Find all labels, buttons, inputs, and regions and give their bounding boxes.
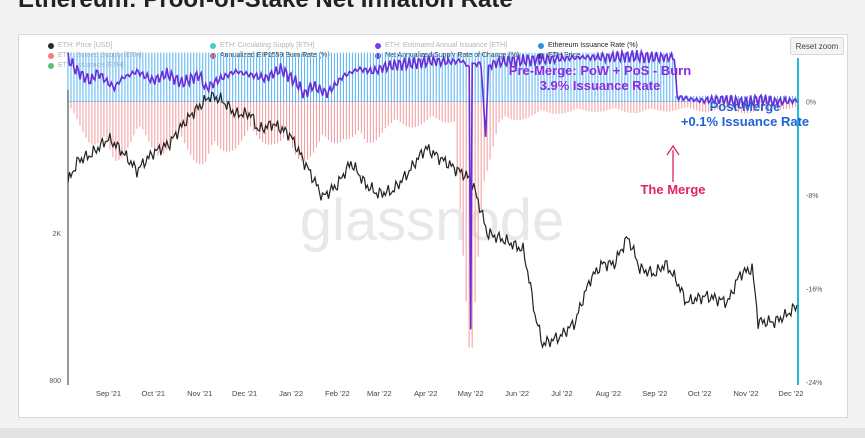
eth-price-line [67,91,798,350]
x-axis-ticks: Sep '21 Oct '21 Nov '21 Dec '21 Jan '22 Feb '… [96,389,804,398]
right-axis-ticks: 0% -8% -16% -24% [806,100,822,387]
merge-arrow-icon [666,144,680,182]
legend-label: ETH Price [548,52,580,59]
x-tick-label: Oct '21 [142,389,166,398]
x-tick-label: Jan '22 [279,389,303,398]
issuance-bars [67,52,797,102]
legend-label: Net Annualized Supply Rate of Change (%) [385,52,520,59]
legend-dot-icon [210,42,216,49]
right-tick-label: -24% [806,380,822,387]
legend-label: ETH: Burned Supply [ETH] [58,52,142,59]
x-tick-label: Aug '22 [596,389,621,398]
legend-label: ETH: Estimated Annual Issuance [ETH] [385,42,508,49]
x-tick-label: Mar '22 [367,389,392,398]
pre-merge-label-line1: Pre-Merge: PoW + PoS - Burn [509,63,691,78]
left-axis-ticks: 2K 800 [49,231,61,385]
right-tick-label: -8% [806,193,818,200]
x-tick-label: Jul '22 [551,389,572,398]
legend-label: ETH: Issuance [ETH] [58,62,124,69]
legend-item-issuance-eth[interactable]: ETH: Issuance [ETH] [48,62,124,69]
right-tick-label: 0% [806,100,816,107]
x-tick-label: Oct '22 [688,389,712,398]
legend-item-net-supply-rate[interactable]: Net Annualized Supply Rate of Change (%) [375,52,519,59]
axes [67,58,799,385]
left-tick-label: 2K [52,231,61,238]
left-tick-label: 800 [49,378,61,385]
pre-merge-label-line2: 3.9% Issuance Rate [540,78,661,93]
legend-dot-icon [48,42,54,49]
x-tick-label: Jun '22 [505,389,529,398]
post-merge-label-line2: +0.1% Issuance Rate [681,114,809,129]
x-tick-label: Dec '21 [232,389,257,398]
legend-dot-icon [375,42,381,49]
watermark: glassnode [300,188,564,253]
legend-item-burned-supply[interactable]: ETH: Burned Supply [ETH] [48,52,142,59]
legend-item-eth-price-usd[interactable]: ETH: Price [USD] [48,42,112,49]
legend-dot-icon [48,52,54,59]
legend-dot-icon [48,62,54,69]
page-title: Ethereum: Proof-of-Stake Net Inflation R… [18,0,513,14]
net-supply-rate-line [67,48,798,330]
x-tick-label: Dec '22 [778,389,803,398]
right-tick-label: -16% [806,287,822,294]
x-tick-label: Nov '21 [187,389,212,398]
legend-item-estimated-annual-issuance[interactable]: ETH: Estimated Annual Issuance [ETH] [375,42,507,49]
legend-item-issuance-rate[interactable]: Ethereum Issuance Rate (%) [538,42,638,49]
reset-zoom-button[interactable]: Reset zoom [790,37,844,55]
legend-item-circulating-supply[interactable]: ETH: Circulating Supply [ETH] [210,42,314,49]
legend-label: ETH: Price [USD] [58,42,113,49]
the-merge-label: The Merge [640,182,705,197]
chart-card [18,34,848,418]
x-tick-label: Sep '22 [642,389,667,398]
legend-label: ETH: Circulating Supply [ETH] [220,42,315,49]
x-tick-label: May '22 [458,389,484,398]
x-tick-label: Sep '21 [96,389,121,398]
legend-dot-icon [375,52,381,59]
post-merge-label-line1: Post-Merge [710,99,781,114]
legend-dot-icon [538,42,544,49]
legend-dot-icon [210,52,216,59]
x-tick-label: Apr '22 [414,389,438,398]
x-tick-label: Nov '22 [734,389,759,398]
x-tick-label: Feb '22 [325,389,350,398]
bottom-strip [0,428,865,438]
legend-label: Ethereum Issuance Rate (%) [548,42,638,49]
